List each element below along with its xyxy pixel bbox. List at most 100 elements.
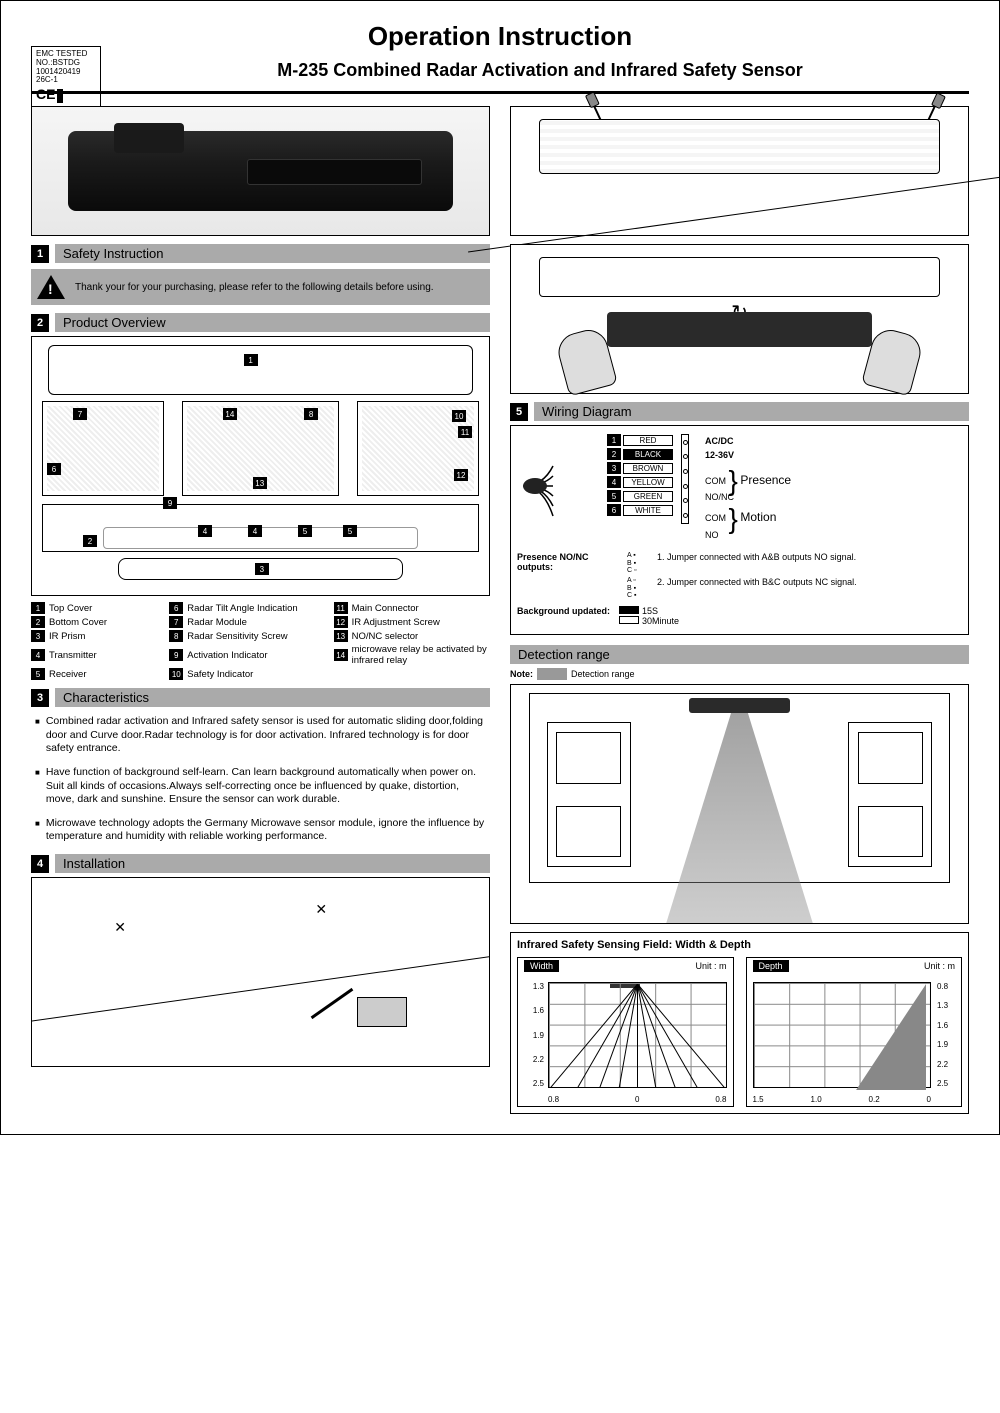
fan-beam-line [591,984,638,1088]
section-number: 2 [31,314,49,332]
install-drilling-diagram: ✕ ✕ [31,877,490,1067]
legend-item: 2Bottom Cover [31,616,161,628]
axis-tick: 0.8 [937,982,959,991]
section-4-header: 4 Installation [31,854,490,873]
screw-mark-icon: ✕ [315,901,327,918]
section-title: Wiring Diagram [534,402,969,421]
fan-beam-line [550,984,638,1088]
jumper-pins-icon: A ▪B ▪C ▫ [627,552,657,575]
part-badge: 6 [47,463,61,475]
axis-tick: 1.6 [937,1021,959,1030]
detection-range-diagram [510,684,969,924]
overview-panel-right: 10 11 12 [357,401,479,496]
axis-tick: 1.3 [937,1001,959,1010]
presence-output-label: Presence NO/NC outputs: [517,552,627,575]
legend-item: 9Activation Indicator [169,644,325,666]
warning-text: Thank your for your purchasing, please r… [75,282,434,293]
wire-label: NO/NC [705,492,734,502]
page-header: EMC TESTED NO.:BSTDG 1001420419 26C-1 CE… [31,21,969,81]
characteristic-item: Have function of background self-learn. … [35,766,490,807]
emc-badge: EMC TESTED NO.:BSTDG 1001420419 26C-1 CE [31,46,101,107]
part-badge: 2 [83,535,97,547]
jumper-pins-icon: A ▫B ▪C ▪ [627,577,657,600]
note-text: Detection range [571,669,635,679]
part-badge: 13 [253,477,267,489]
depth-chart: Depth Unit : m 0.8 1.3 1.6 1.9 2.2 2.5 1.5 1.0… [746,957,963,1107]
section-title: Product Overview [55,313,490,332]
legend-item: 5Receiver [31,668,161,680]
parts-legend: 1Top Cover6Radar Tilt Angle Indication11… [31,602,490,680]
install-mount-diagram [510,106,969,236]
wire-row: 3BROWN [607,462,673,474]
part-badge: 12 [454,469,468,481]
cable-icon [523,446,603,526]
part-badge: 3 [255,563,269,575]
overview-panel-center: 14 8 13 [182,401,339,496]
characteristic-item: Combined radar activation and Infrared s… [35,715,490,756]
wire-row: 1RED [607,434,673,446]
legend-item: 12IR Adjustment Screw [334,616,490,628]
overview-ir-prism: 3 [118,558,403,580]
wire-label: Motion [740,510,776,524]
wiring-labels: AC/DC 12-36V COM } Presence NO/NC COM } … [705,434,791,542]
legend-item: 13NO/NC selector [334,630,490,642]
characteristic-item: Microwave technology adopts the Germany … [35,817,490,844]
axis-tick: 2.2 [937,1060,959,1069]
bg-opt: 30Minute [642,616,679,626]
wire-label: AC/DC 12-36V [705,434,791,463]
part-badge: 1 [244,354,258,366]
subtitle: M-235 Combined Radar Activation and Infr… [111,60,969,81]
legend-item: 10Safety Indicator [169,668,325,680]
detection-note: Note: Detection range [510,668,969,680]
section-3-header: 3 Characteristics [31,688,490,707]
device-render [68,131,452,211]
legend-item: 4Transmitter [31,644,161,666]
part-badge: 14 [223,408,237,420]
warning-box: Thank your for your purchasing, please r… [31,269,490,305]
part-badge: 4 [248,525,262,537]
legend-item: 1Top Cover [31,602,161,614]
main-title: Operation Instruction [31,21,969,52]
part-badge: 5 [343,525,357,537]
axis-tick: 2.5 [937,1079,959,1088]
legend-item: 3IR Prism [31,630,161,642]
fan-beam-line [637,984,684,1088]
chart-label: Depth [753,960,789,972]
axis-tick: 1.5 [753,1095,764,1104]
ce-mark: CE [36,87,55,102]
chart-unit: Unit : m [924,961,955,971]
divider [31,91,969,94]
axis-tick: 1.9 [937,1040,959,1049]
fan-beam-line [637,984,725,1088]
part-badge: 11 [458,426,472,438]
legend-item: 11Main Connector [334,602,490,614]
chart-unit: Unit : m [695,961,726,971]
axis-tick: 0 [635,1095,639,1104]
ce-bar [57,89,63,103]
wire-row: 4YELLOW [607,476,673,488]
wire-row: 2BLACK [607,448,673,460]
install-cover-diagram: ↻ [510,244,969,394]
jumper-note-1: 1. Jumper connected with A&B outputs NO … [657,552,962,575]
wire-label: NO [705,530,719,540]
part-badge: 7 [73,408,87,420]
axis-tick: 2.5 [522,1079,544,1088]
bg-opt: 15S [642,606,658,616]
part-badge: 4 [198,525,212,537]
warning-icon [37,275,65,299]
overview-panel-left: 7 6 [42,401,164,496]
section-title: Installation [55,854,490,873]
jumper-note-2: 2. Jumper connected with B&C outputs NC … [657,577,962,600]
emc-line: 26C-1 [36,76,96,85]
wire-row: 6WHITE [607,504,673,516]
axis-tick: 1.0 [811,1095,822,1104]
axis-tick: 0.8 [548,1095,559,1104]
fan-beam-line [637,984,638,1088]
range-color-icon [537,668,567,680]
wiring-diagram: 1RED 2BLACK 3BROWN 4YELLOW 5GREEN 6WHITE AC/D… [510,425,969,635]
wire-row: 5GREEN [607,490,673,502]
section-title: Detection range [510,645,969,664]
section-1-header: 1 Safety Instruction [31,244,490,263]
overview-bottom-cover: 9 2 4 4 5 5 [42,504,479,552]
section-title: Safety Instruction [55,244,490,263]
